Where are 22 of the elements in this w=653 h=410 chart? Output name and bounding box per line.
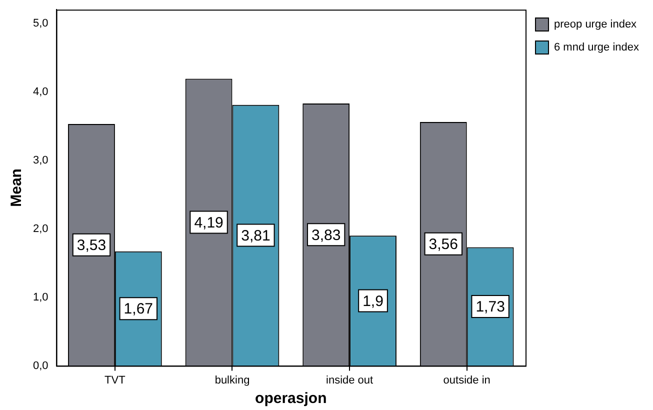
x-tick-label: bulking <box>214 374 250 386</box>
y-tick-label: 3,0 <box>32 154 48 166</box>
data-label: 1,9 <box>362 292 384 310</box>
x-tick-label: inside out <box>326 374 374 386</box>
x-axis-title: operasjon <box>255 390 327 408</box>
legend-label: 6 mnd urge index <box>554 42 640 54</box>
data-label: 3,53 <box>76 237 106 254</box>
x-tick-label: outside in <box>443 374 490 386</box>
y-tick-label: 2,0 <box>32 222 48 235</box>
data-label: 4,19 <box>194 214 224 232</box>
data-label: 3,56 <box>428 236 458 254</box>
y-tick-label: 1,0 <box>32 291 48 304</box>
data-label: 1,73 <box>476 298 505 316</box>
y-tick-label: 5,0 <box>32 17 48 30</box>
x-tick-label: TVT <box>104 374 126 386</box>
legend-label: preop urge index <box>554 18 638 31</box>
data-label: 3,81 <box>241 227 270 244</box>
y-tick-label: 4,0 <box>32 86 48 98</box>
data-label: 3,83 <box>311 226 341 244</box>
data-label: 1,67 <box>124 300 154 318</box>
y-tick-label: 0,0 <box>32 360 48 372</box>
y-axis-title: Mean <box>8 168 26 207</box>
